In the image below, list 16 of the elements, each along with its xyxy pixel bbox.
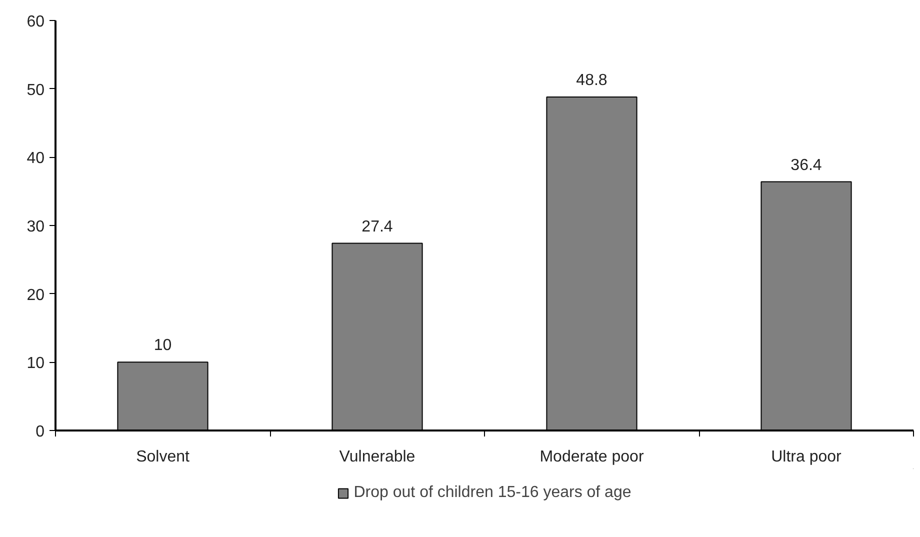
y-tick-label: 30 [26,218,45,236]
y-tick-label: 40 [26,150,45,168]
x-tick-label: Ultra poor [771,448,842,466]
data-label: 10 [154,337,172,354]
legend-label: Drop out of children 15-16 years of age [354,484,632,502]
y-tick-label: 60 [26,14,45,30]
x-tick-label: Moderate poor [540,448,644,466]
data-label: 48.8 [576,72,608,90]
data-label: 36.4 [790,156,822,174]
data-label: 27.4 [362,218,393,236]
y-tick-label: 10 [26,355,45,372]
y-tick-label: 50 [26,82,45,99]
y-tick-label: 20 [26,286,45,304]
x-tick-label: Vulnerable [339,448,416,466]
y-tick-label: 0 [36,424,45,440]
x-tick-label: Solvent [136,448,190,466]
